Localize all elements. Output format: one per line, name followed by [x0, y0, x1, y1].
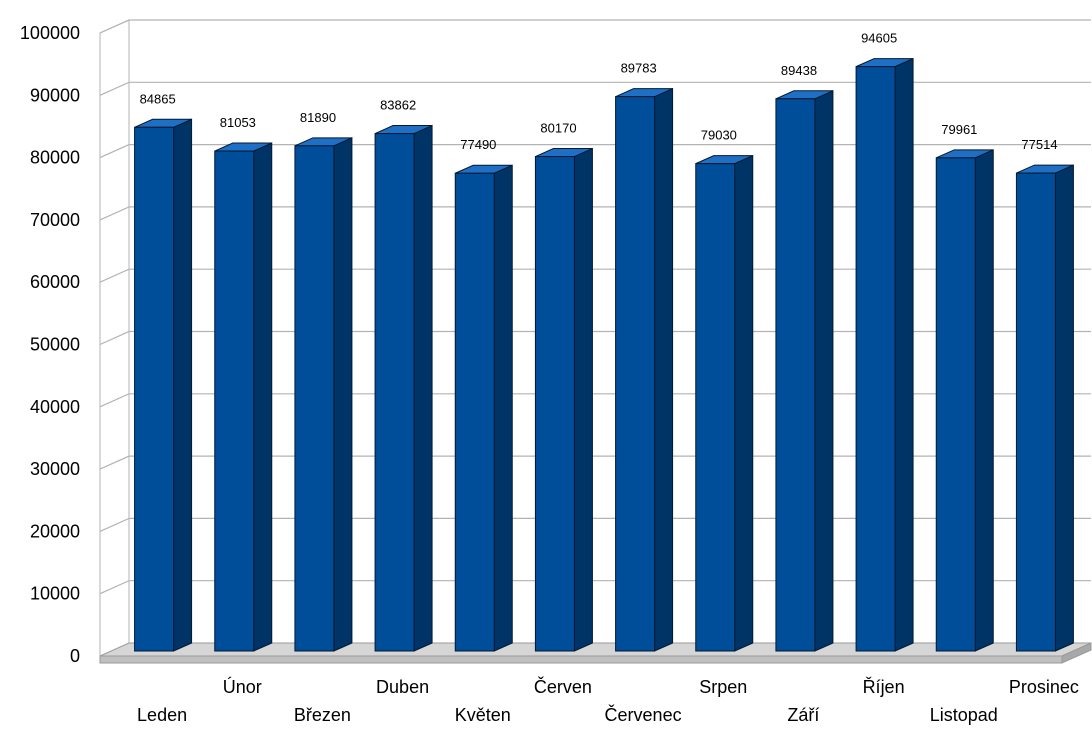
y-tick-label: 70000 [30, 210, 80, 230]
data-label: 79030 [701, 128, 737, 143]
bar-front [775, 98, 816, 652]
gridline [99, 268, 1091, 283]
y-axis-ticks: 0 10000 20000 30000 40000 50000 60000 70000 8000… [20, 23, 80, 666]
data-label: 80170 [540, 121, 576, 136]
y-tick-label: 0 [70, 646, 80, 666]
bar-side [974, 149, 994, 652]
bar-front [1015, 172, 1056, 652]
y-tick-label: 80000 [30, 148, 80, 168]
y-tick-label: 30000 [30, 459, 80, 479]
gridline [99, 393, 1091, 408]
x-tick-label: Leden [137, 705, 187, 725]
data-labels: 84865 81053 81890 83862 77490 80170 89783 79030… [140, 31, 1058, 153]
bar-front [374, 133, 415, 652]
gridline [99, 517, 1091, 532]
bar [134, 118, 193, 652]
gridline [99, 19, 1091, 34]
bar [1015, 164, 1074, 652]
bar-side [814, 90, 834, 652]
x-tick-label: Listopad [930, 705, 998, 725]
bar [615, 87, 674, 652]
bar-side [413, 124, 433, 652]
data-label: 79961 [941, 122, 977, 137]
gridline [99, 455, 1091, 470]
gridline [99, 206, 1091, 221]
bar [695, 154, 754, 652]
bar-side [253, 142, 273, 652]
y-tick-label: 90000 [30, 85, 80, 105]
x-tick-label: Červenec [605, 704, 682, 725]
x-tick-label: Srpen [699, 677, 747, 697]
data-label: 83862 [380, 98, 416, 113]
chart-floor [99, 642, 1092, 664]
bar-side [894, 57, 914, 652]
bar [855, 57, 914, 652]
floor-side [1061, 642, 1092, 664]
y-tick-label: 20000 [30, 521, 80, 541]
back-wall-edge [99, 19, 1091, 34]
x-tick-label: Červen [534, 676, 592, 697]
bar-side [333, 137, 353, 652]
bar-front [695, 163, 736, 652]
bar [454, 164, 513, 652]
bar-front [534, 156, 575, 652]
y-tick-label: 40000 [30, 397, 80, 417]
bar-side [734, 154, 754, 652]
data-label: 77514 [1021, 137, 1057, 152]
y-tick-label: 60000 [30, 272, 80, 292]
bar-front [134, 126, 175, 652]
gridlines [99, 19, 1091, 595]
gridline [99, 144, 1091, 159]
data-label: 89438 [781, 63, 817, 78]
bar-side [654, 87, 674, 652]
data-label: 84865 [140, 91, 176, 106]
y-tick-label: 100000 [20, 23, 80, 43]
bar [214, 142, 273, 652]
bar-front [294, 145, 335, 652]
bar-side [1054, 164, 1074, 652]
bar [374, 124, 433, 652]
bar-side [493, 164, 513, 652]
x-tick-label: Prosinec [1009, 677, 1079, 697]
bar-side [173, 118, 193, 652]
x-tick-label: Duben [376, 677, 429, 697]
x-tick-label: Září [787, 705, 819, 725]
data-label: 81053 [220, 115, 256, 130]
bar [534, 147, 593, 652]
data-label: 77490 [460, 137, 496, 152]
bar [294, 137, 353, 652]
data-label: 81890 [300, 110, 336, 125]
y-tick-label: 10000 [30, 584, 80, 604]
bar-front [454, 172, 495, 652]
bars [134, 57, 1074, 652]
x-tick-label: Květen [455, 705, 511, 725]
bar-front [615, 96, 656, 652]
floor-front [99, 655, 1063, 664]
bar [935, 149, 994, 652]
x-tick-label: Únor [223, 676, 262, 697]
x-axis-ticks: Leden Únor Březen Duben Květen Červen Červenec… [137, 676, 1079, 725]
gridline [99, 330, 1091, 346]
data-label: 89783 [621, 61, 657, 76]
gridline [99, 580, 1091, 595]
bar-side [573, 147, 593, 652]
x-tick-label: Březen [294, 705, 351, 725]
gridline [99, 81, 1091, 96]
y-tick-label: 50000 [30, 335, 80, 355]
data-label: 94605 [861, 31, 897, 46]
bar-front [855, 66, 896, 652]
bar [775, 90, 834, 652]
bar-front [214, 150, 255, 652]
bar-front [935, 157, 976, 652]
x-tick-label: Říjen [863, 677, 905, 697]
